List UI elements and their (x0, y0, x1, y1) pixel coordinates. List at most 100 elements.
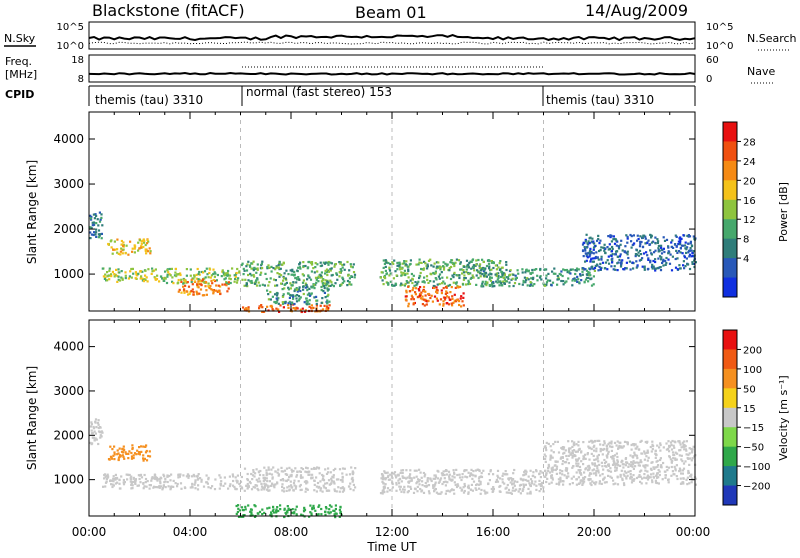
data-cell (591, 237, 594, 240)
data-cell (184, 284, 187, 287)
data-cell (350, 283, 353, 286)
data-cell (290, 468, 293, 471)
data-cell (290, 475, 293, 478)
data-cell (504, 487, 507, 490)
data-cell (468, 261, 471, 265)
data-cell (95, 222, 98, 225)
data-cell (280, 274, 283, 277)
data-cell (651, 267, 654, 270)
data-cell (471, 274, 474, 277)
colorbar-swatch (723, 407, 737, 428)
data-cell (403, 284, 406, 287)
data-cell (463, 489, 466, 493)
data-cell (236, 474, 239, 477)
data-cell (274, 293, 277, 296)
data-cell (95, 214, 98, 218)
data-cell (291, 294, 294, 297)
data-cell (127, 452, 130, 455)
data-cell (521, 271, 524, 274)
data-cell (270, 473, 274, 476)
data-cell (495, 272, 498, 275)
data-cell (177, 273, 180, 276)
data-cell (412, 274, 415, 277)
data-cell (293, 273, 296, 276)
data-cell (636, 265, 639, 268)
data-cell (95, 235, 98, 238)
data-cell (512, 284, 515, 288)
data-cell (111, 483, 114, 486)
data-cell (425, 275, 429, 278)
data-cell (117, 278, 120, 281)
data-cell (269, 290, 272, 294)
data-cell (556, 460, 559, 463)
data-cell (439, 266, 442, 269)
colorbar-tick-label: −200 (743, 482, 770, 493)
data-cell (558, 481, 561, 484)
data-cell (385, 477, 388, 480)
nsearch-tick-top: 10^5 (706, 22, 733, 33)
data-cell (313, 479, 316, 482)
data-cell (145, 444, 148, 447)
data-cell (535, 484, 538, 487)
data-cell (384, 265, 387, 268)
data-cell (109, 479, 112, 483)
data-cell (346, 284, 349, 287)
data-cell (292, 273, 295, 276)
data-cell (461, 473, 464, 476)
data-cell (455, 274, 458, 277)
data-cell (238, 270, 241, 273)
data-cell (430, 264, 433, 267)
data-cell (115, 476, 119, 480)
data-cell (692, 250, 695, 253)
data-cell (315, 476, 318, 479)
data-cell (453, 473, 456, 476)
data-cell (502, 280, 505, 284)
data-cell (333, 265, 336, 268)
data-cell (504, 473, 507, 476)
data-cell (581, 243, 585, 246)
data-cell (227, 282, 230, 285)
data-cell (434, 483, 437, 486)
data-cell (235, 281, 239, 284)
data-cell (607, 452, 610, 455)
data-cell (568, 451, 571, 454)
data-cell (310, 477, 313, 480)
data-cell (629, 473, 632, 476)
data-cell (594, 255, 597, 259)
data-cell (242, 515, 245, 518)
data-cell (291, 302, 294, 305)
data-cell (432, 271, 435, 275)
data-cell (633, 461, 636, 464)
data-cell (676, 477, 679, 481)
data-cell (581, 273, 584, 276)
data-cell (310, 292, 313, 295)
data-cell (109, 445, 112, 448)
data-cell (302, 288, 305, 291)
data-cell (292, 303, 295, 306)
velocity-colorbar-swatches (723, 330, 737, 506)
data-cell (354, 467, 357, 470)
data-cell (419, 487, 422, 491)
data-cell (393, 284, 396, 287)
data-cell (169, 488, 172, 491)
x-tick-label: 04:00 (173, 525, 208, 539)
data-cell (166, 480, 169, 484)
data-cell (649, 259, 652, 262)
data-cell (386, 487, 390, 490)
data-cell (326, 287, 329, 290)
data-cell (439, 492, 442, 495)
data-cell (567, 475, 570, 478)
data-cell (584, 476, 587, 479)
data-cell (583, 471, 586, 474)
data-cell (572, 278, 575, 281)
data-cell (687, 242, 690, 245)
data-cell (620, 264, 623, 267)
data-cell (207, 282, 210, 285)
data-cell (192, 277, 195, 280)
data-cell (406, 265, 409, 268)
data-cell (210, 274, 213, 277)
data-cell (692, 235, 695, 238)
data-cell (319, 304, 322, 307)
data-cell (400, 271, 403, 274)
data-cell (339, 505, 342, 508)
